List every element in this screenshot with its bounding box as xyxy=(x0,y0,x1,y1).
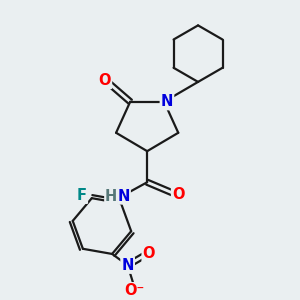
Text: N: N xyxy=(118,189,130,204)
Text: O⁻: O⁻ xyxy=(124,283,145,298)
Text: N: N xyxy=(122,258,134,273)
Text: H: H xyxy=(105,189,117,204)
Text: O: O xyxy=(172,188,184,202)
Text: O: O xyxy=(98,73,111,88)
Text: O: O xyxy=(142,246,155,261)
Text: N: N xyxy=(161,94,173,109)
Text: F: F xyxy=(77,188,87,203)
